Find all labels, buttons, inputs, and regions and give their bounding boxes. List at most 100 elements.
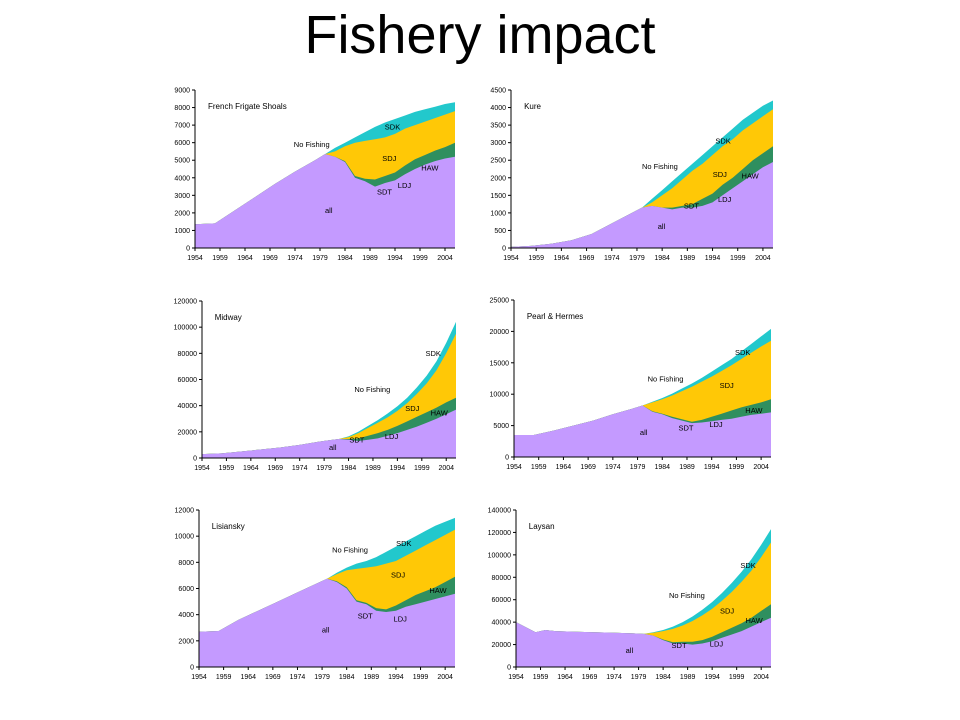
x-tick-label: 1999 — [412, 255, 428, 262]
x-tick-label: 1969 — [579, 255, 595, 262]
x-tick-label: 1954 — [503, 255, 519, 262]
area-all — [514, 405, 771, 457]
x-tick-label: 1969 — [265, 674, 281, 681]
x-tick-label: 1964 — [554, 255, 570, 262]
x-tick-label: 1984 — [337, 255, 353, 262]
y-tick-label: 6000 — [174, 140, 190, 147]
label-haw: HAW — [429, 586, 447, 595]
slide-title: Fishery impact — [304, 5, 656, 65]
area-all — [516, 617, 771, 667]
label-region: Kure — [524, 102, 541, 111]
x-tick-label: 2004 — [753, 674, 769, 681]
label-ldj: LDJ — [710, 640, 724, 649]
x-tick-label: 1989 — [680, 674, 696, 681]
label-haw: HAW — [745, 406, 763, 415]
y-tick-label: 5000 — [493, 423, 509, 430]
label-sdj: SDJ — [391, 571, 405, 580]
x-tick-label: 1959 — [216, 674, 232, 681]
x-tick-label: 1994 — [388, 674, 404, 681]
y-tick-label: 0 — [507, 665, 511, 672]
y-tick-label: 1000 — [174, 228, 190, 235]
x-tick-label: 1999 — [729, 674, 745, 681]
x-tick-label: 1959 — [531, 464, 547, 471]
x-tick-label: 1974 — [290, 674, 306, 681]
label-sdt: SDT — [684, 202, 699, 211]
x-tick-label: 1969 — [262, 255, 278, 262]
label-no-fishing: No Fishing — [642, 162, 678, 171]
label-sdk: SDK — [426, 349, 441, 358]
x-tick-label: 1974 — [287, 255, 303, 262]
y-tick-label: 2000 — [490, 175, 506, 182]
x-tick-label: 1984 — [341, 465, 357, 472]
label-sdt: SDT — [349, 435, 364, 444]
y-tick-label: 4000 — [178, 612, 194, 619]
area-all — [195, 154, 455, 248]
label-region: Pearl & Hermes — [527, 312, 583, 321]
x-tick-label: 1979 — [630, 464, 646, 471]
label-no-fishing: No Fishing — [648, 375, 684, 384]
y-tick-label: 3000 — [174, 193, 190, 200]
x-tick-label: 1989 — [680, 255, 696, 262]
y-tick-label: 0 — [190, 665, 194, 672]
y-tick-label: 40000 — [178, 403, 198, 410]
y-tick-label: 10000 — [490, 392, 510, 399]
chart-0: 0 1000 2000 3000 4000 5000 6000 7000 8000 9000 195… — [174, 88, 455, 262]
chart-4: 0 2000 4000 6000 8000 10000 12000 1954 1959 1964 1… — [175, 508, 455, 681]
x-tick-label: 1979 — [631, 674, 647, 681]
x-tick-label: 1989 — [364, 674, 380, 681]
y-tick-label: 20000 — [490, 329, 510, 336]
label-region: Midway — [215, 313, 242, 322]
x-tick-label: 2004 — [753, 464, 769, 471]
y-tick-label: 4000 — [490, 105, 506, 112]
label-all: all — [329, 443, 337, 452]
label-all: all — [658, 222, 666, 231]
x-tick-label: 1989 — [365, 465, 381, 472]
label-haw: HAW — [431, 409, 449, 418]
chart-5: 0 20000 40000 60000 80000 100000 120000 140000 1… — [488, 508, 771, 681]
x-tick-label: 1969 — [267, 465, 283, 472]
x-tick-label: 1954 — [191, 674, 207, 681]
x-tick-label: 1989 — [362, 255, 378, 262]
x-tick-label: 1979 — [314, 674, 330, 681]
x-tick-label: 1964 — [557, 674, 573, 681]
y-tick-label: 80000 — [178, 351, 198, 358]
x-tick-label: 2004 — [437, 674, 453, 681]
y-tick-label: 120000 — [488, 530, 511, 537]
x-tick-label: 2004 — [438, 465, 454, 472]
y-tick-label: 3000 — [490, 140, 506, 147]
x-tick-label: 1994 — [387, 255, 403, 262]
x-tick-label: 1984 — [339, 674, 355, 681]
y-tick-label: 2500 — [490, 158, 506, 165]
x-tick-label: 1954 — [194, 465, 210, 472]
label-ldj: LDJ — [394, 614, 408, 623]
label-sdj: SDJ — [720, 381, 734, 390]
label-sdk: SDK — [735, 348, 750, 357]
y-tick-label: 0 — [502, 246, 506, 253]
x-tick-label: 1999 — [730, 255, 746, 262]
x-tick-label: 1984 — [655, 674, 671, 681]
area-all — [199, 578, 455, 667]
x-tick-label: 1984 — [654, 255, 670, 262]
label-sdk: SDK — [715, 137, 730, 146]
label-sdt: SDT — [358, 611, 373, 620]
x-tick-label: 1954 — [187, 255, 203, 262]
x-tick-label: 1999 — [413, 674, 429, 681]
y-tick-label: 4000 — [174, 175, 190, 182]
x-tick-label: 1964 — [243, 465, 259, 472]
x-tick-label: 1954 — [508, 674, 524, 681]
y-tick-label: 3500 — [490, 123, 506, 130]
label-region: French Frigate Shoals — [208, 102, 287, 111]
label-region: Laysan — [529, 522, 555, 531]
y-tick-label: 12000 — [175, 508, 195, 515]
y-tick-label: 120000 — [174, 299, 197, 306]
label-region: Lisiansky — [212, 522, 245, 531]
chart-1: 0 500 1000 1500 2000 2500 3000 3500 4000 4500 1954… — [490, 88, 773, 262]
x-tick-label: 1974 — [292, 465, 308, 472]
y-tick-label: 8000 — [178, 560, 194, 567]
label-all: all — [626, 646, 634, 655]
y-tick-label: 7000 — [174, 123, 190, 130]
y-tick-label: 10000 — [175, 534, 195, 541]
label-haw: HAW — [746, 616, 764, 625]
x-tick-label: 1959 — [528, 255, 544, 262]
